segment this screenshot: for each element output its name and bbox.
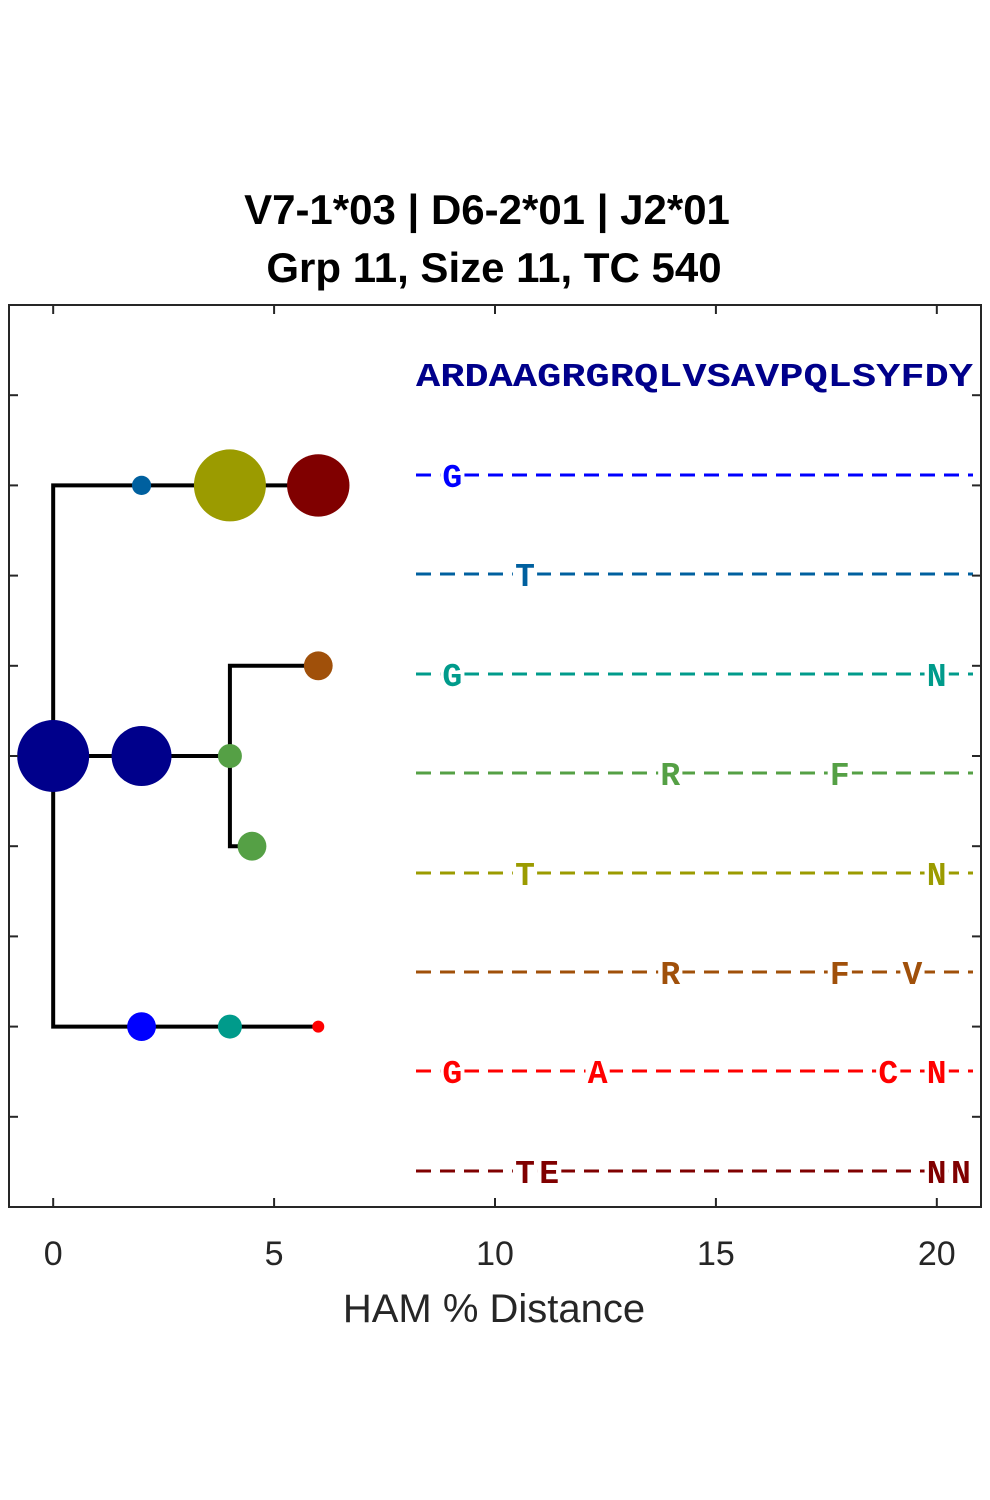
tree-node	[193, 449, 266, 522]
chart-title-line-2: Grp 11, Size 11, TC 540	[266, 244, 721, 291]
mutation-residue: V	[903, 957, 923, 994]
mutation-residue: R	[660, 758, 680, 795]
sequence-row: G	[416, 459, 973, 497]
residue-backdrop	[440, 459, 465, 493]
mutation-residue: N	[927, 659, 947, 696]
x-tick-label: 10	[476, 1235, 514, 1273]
residue-backdrop	[440, 658, 465, 692]
tree-node	[303, 651, 333, 681]
residue-backdrop	[658, 956, 683, 990]
mutation-residue: N	[927, 1056, 947, 1093]
residue-backdrop	[900, 956, 925, 990]
residue-backdrop	[924, 1155, 949, 1189]
mutation-residue: F	[830, 758, 850, 795]
x-axis-label: HAM % Distance	[343, 1287, 645, 1331]
residue-backdrop	[924, 857, 949, 891]
x-tick-label: 15	[697, 1235, 735, 1273]
tree-node	[237, 831, 267, 861]
mutation-residue: R	[660, 957, 680, 994]
x-tick-label: 20	[918, 1235, 956, 1273]
mutation-residue: A	[588, 1056, 608, 1093]
tree-node	[217, 744, 242, 768]
tree-node	[287, 454, 350, 517]
mutation-residue: G	[442, 659, 462, 696]
mutation-residue: T	[515, 559, 535, 596]
residue-backdrop	[440, 1055, 465, 1089]
residue-backdrop	[512, 857, 538, 891]
x-tick-label: 5	[265, 1235, 284, 1273]
mutation-residue: F	[830, 957, 850, 994]
axis-ticks: 0 5 10 15 20	[9, 304, 981, 1273]
tree-edge	[227, 663, 319, 756]
sequence-text: ARDAAGRGRQLVSAVPQLSYFDY	[416, 359, 973, 396]
sequence-row: T	[416, 558, 973, 596]
residue-backdrop	[537, 1155, 562, 1189]
residue-backdrop	[948, 1155, 973, 1189]
tree-node	[127, 1012, 156, 1041]
tree-edges	[51, 483, 319, 1029]
x-tick-label: 0	[44, 1235, 63, 1273]
mutation-residue: G	[442, 460, 462, 497]
tree-edge	[51, 483, 319, 756]
mutation-residue: N	[927, 1156, 947, 1193]
residue-backdrop	[512, 1155, 538, 1189]
tree-node	[131, 475, 152, 495]
residue-backdrop	[512, 558, 538, 592]
mutation-residue: T	[515, 858, 535, 895]
mutation-residue: G	[442, 1056, 462, 1093]
chart-title-line-1: V7-1*03 | D6-2*01 | J2*01	[244, 186, 730, 234]
residue-backdrop	[876, 1055, 901, 1089]
residue-backdrop	[924, 1055, 949, 1089]
mutation-residue: T	[515, 1156, 535, 1193]
tree-node	[312, 1020, 325, 1033]
sequence-row: ARDAAGRGRQLVSAVPQLSYFDY	[416, 359, 973, 396]
residue-backdrop	[658, 757, 683, 791]
residue-backdrop	[827, 956, 852, 990]
tree-node	[217, 1014, 242, 1039]
residue-backdrop	[585, 1055, 610, 1089]
mutation-residue: N	[927, 858, 947, 895]
mutation-residue: N	[951, 1156, 971, 1193]
mutation-residue: C	[878, 1056, 898, 1093]
tree-node	[111, 726, 172, 786]
residue-backdrop	[827, 757, 852, 791]
tree-node	[17, 720, 90, 792]
mutation-residue: E	[539, 1156, 559, 1193]
tree-edge	[51, 756, 319, 1029]
tree-nodes	[17, 449, 350, 1041]
residue-backdrop	[924, 658, 949, 692]
